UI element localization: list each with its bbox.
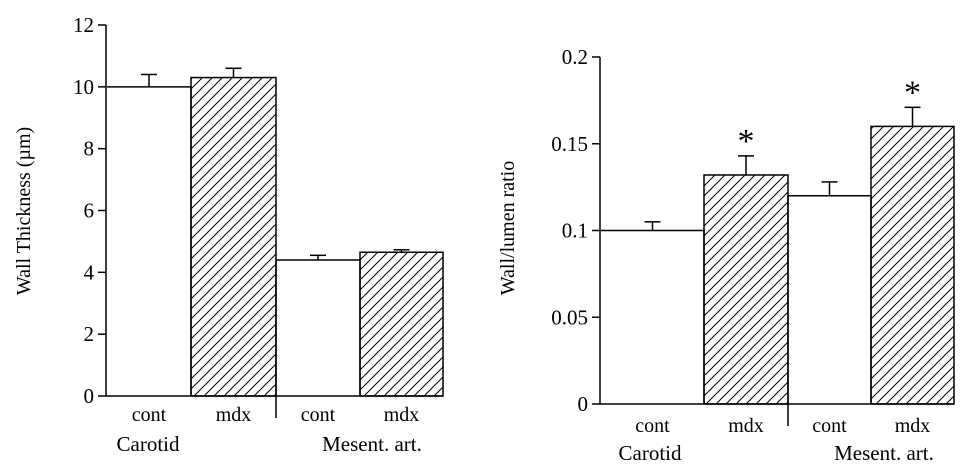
group-label: Carotid (117, 432, 180, 456)
wall-lumen-ratio-chart: Wall/lumen ratio 0 0.05 0.1 0.15 0.2 cont * mdx… (497, 45, 955, 465)
wall-thickness-chart: Wall Thickness (µm) 0 2 4 6 8 10 12 cont mdx Caro… (13, 13, 444, 456)
significance-star: * (738, 123, 755, 160)
category-label: cont (301, 404, 336, 426)
bar-mdx (870, 125, 955, 405)
y-tick-label: 0 (578, 392, 589, 416)
category-label: cont (132, 404, 167, 426)
y-tick-label: 10 (73, 75, 94, 99)
y-tick-label: 0 (84, 384, 95, 408)
category-label: mdx (216, 404, 252, 426)
y-tick-label: 0.2 (562, 45, 588, 69)
category-label: cont (635, 415, 670, 437)
y-tick-label: 6 (84, 199, 95, 223)
y-tick-label: 12 (73, 13, 94, 37)
bar-cont (601, 229, 705, 404)
y-axis-label: Wall/lumen ratio (497, 161, 519, 295)
y-tick-label: 0.15 (551, 132, 588, 156)
y-tick-label: 0.1 (562, 219, 588, 243)
bar-cont (788, 195, 872, 404)
category-label: cont (812, 415, 847, 437)
category-label: mdx (895, 415, 931, 437)
bar-mdx (703, 174, 789, 405)
y-axis-label: Wall Thickness (µm) (13, 127, 35, 295)
bar-cont (276, 259, 361, 396)
bar-mdx (359, 251, 444, 397)
category-label: mdx (728, 415, 764, 437)
group-label: Carotid (619, 441, 682, 465)
group-label: Mesent. art. (322, 432, 422, 456)
y-tick-label: 2 (84, 322, 95, 346)
bar-mdx (190, 76, 277, 397)
category-label: mdx (384, 404, 420, 426)
significance-star: * (904, 74, 921, 111)
y-tick-label: 8 (84, 137, 95, 161)
y-tick-label: 4 (84, 260, 95, 284)
group-label: Mesent. art. (834, 441, 934, 465)
y-tick-label: 0.05 (551, 305, 588, 329)
bar-cont (107, 86, 192, 396)
